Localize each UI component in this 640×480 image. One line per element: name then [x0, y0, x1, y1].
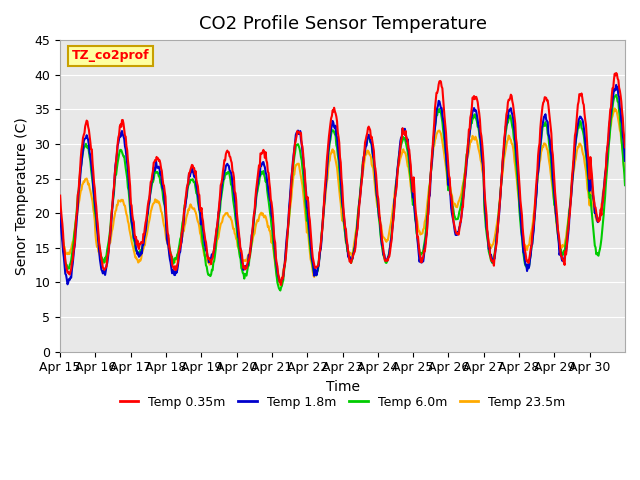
X-axis label: Time: Time [326, 380, 360, 394]
Title: CO2 Profile Sensor Temperature: CO2 Profile Sensor Temperature [198, 15, 486, 33]
Text: TZ_co2prof: TZ_co2prof [72, 49, 149, 62]
Y-axis label: Senor Temperature (C): Senor Temperature (C) [15, 117, 29, 275]
Legend: Temp 0.35m, Temp 1.8m, Temp 6.0m, Temp 23.5m: Temp 0.35m, Temp 1.8m, Temp 6.0m, Temp 2… [115, 391, 570, 414]
